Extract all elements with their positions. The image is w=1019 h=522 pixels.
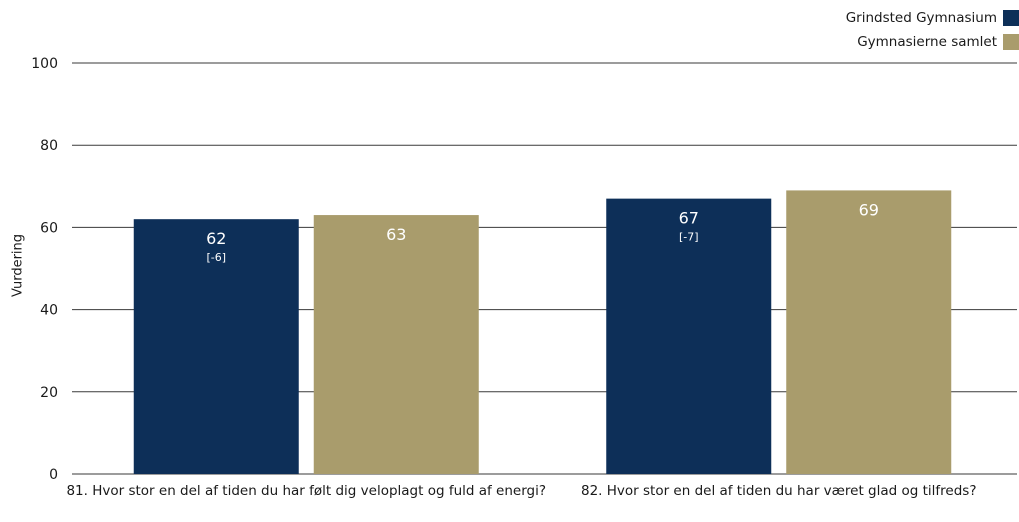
y-tick-label: 0 — [49, 467, 58, 483]
legend-label-series-1: Grindsted Gymnasium — [845, 10, 997, 26]
data-label: 69 — [859, 200, 879, 219]
y-tick-label: 60 — [40, 220, 58, 236]
y-tick-label: 20 — [40, 385, 58, 401]
x-category-label-1: 81. Hvor stor en del af tiden du har føl… — [66, 483, 547, 499]
bars — [133, 190, 952, 474]
legend-swatch-series-2 — [1003, 34, 1019, 50]
y-axis-label: Vurdering — [10, 233, 26, 298]
y-tick-label: 40 — [40, 303, 58, 319]
bar — [786, 190, 952, 474]
data-label: 62 — [206, 229, 226, 248]
data-sublabel: [-6] — [206, 251, 226, 264]
y-tick-label: 100 — [31, 56, 58, 72]
legend-item-series-2: Gymnasierne samlet — [719, 30, 1019, 54]
bar — [606, 198, 772, 474]
y-axis-ticks: 0 20 40 60 80 100 — [31, 56, 58, 483]
data-label: 63 — [386, 225, 406, 244]
bar-value-labels: 62 [-6] 63 67 [-7] 69 — [206, 200, 879, 264]
legend-label-series-2: Gymnasierne samlet — [857, 34, 997, 50]
y-tick-label: 80 — [40, 138, 58, 154]
legend-swatch-series-1 — [1003, 10, 1019, 26]
data-label: 67 — [679, 209, 699, 228]
bar — [313, 215, 479, 474]
bar — [133, 219, 299, 474]
x-category-label-2: 82. Hvor stor en del af tiden du har vær… — [580, 483, 977, 499]
legend-item-series-1: Grindsted Gymnasium — [719, 6, 1019, 30]
data-sublabel: [-7] — [679, 231, 699, 244]
legend: Grindsted Gymnasium Gymnasierne samlet — [719, 6, 1019, 54]
